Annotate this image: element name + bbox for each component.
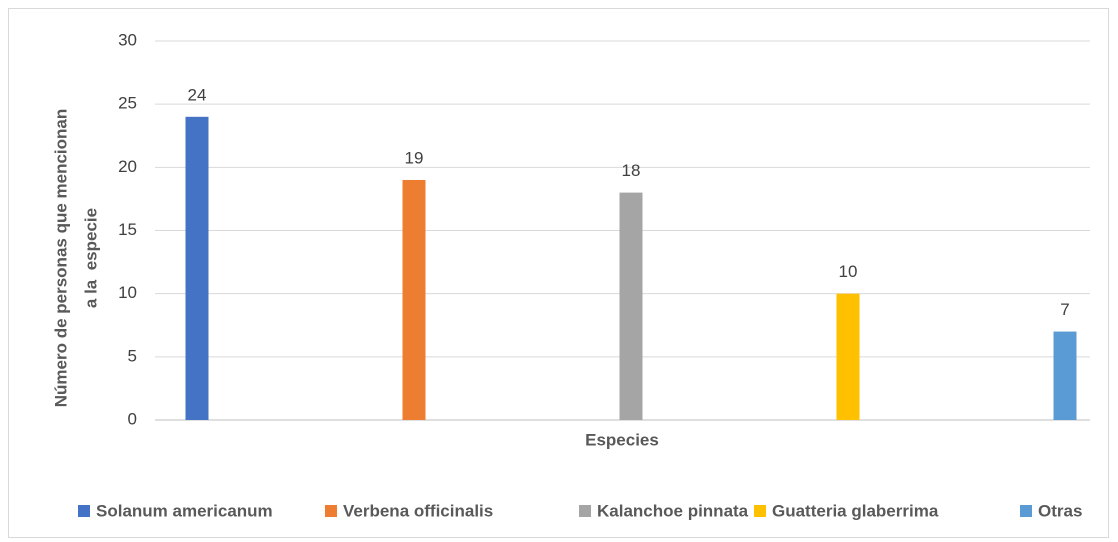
y-tick-label: 10 (118, 283, 137, 302)
data-label: 19 (405, 148, 424, 167)
legend-swatch (1020, 505, 1032, 517)
bar (1053, 331, 1077, 420)
legend-swatch (754, 505, 766, 517)
legend-label: Kalanchoe pinnata (597, 501, 749, 520)
y-tick-label: 25 (118, 94, 137, 113)
y-axis-label: a la especie (81, 208, 100, 308)
bar (619, 192, 643, 420)
legend-swatch (78, 505, 90, 517)
legend-label: Solanum americanum (96, 501, 273, 520)
legend-swatch (325, 505, 337, 517)
data-label: 24 (188, 85, 207, 104)
chart-border (8, 8, 1109, 538)
y-tick-label: 5 (128, 346, 137, 365)
y-axis-label: Número de personas que mencionan (51, 109, 70, 408)
bar (402, 179, 426, 420)
y-tick-label: 20 (118, 157, 137, 176)
y-tick-label: 15 (118, 220, 137, 239)
bar (185, 116, 209, 421)
x-axis-label: Especies (585, 430, 659, 449)
data-label: 18 (622, 161, 641, 180)
bar (836, 293, 860, 420)
legend-label: Otras (1038, 501, 1082, 520)
y-tick-label: 0 (128, 409, 137, 428)
legend-label: Guatteria glaberrima (772, 501, 939, 520)
data-label: 10 (839, 262, 858, 281)
y-tick-label: 30 (118, 30, 137, 49)
data-label: 7 (1060, 300, 1069, 319)
legend-label: Verbena officinalis (343, 501, 493, 520)
legend-swatch (579, 505, 591, 517)
